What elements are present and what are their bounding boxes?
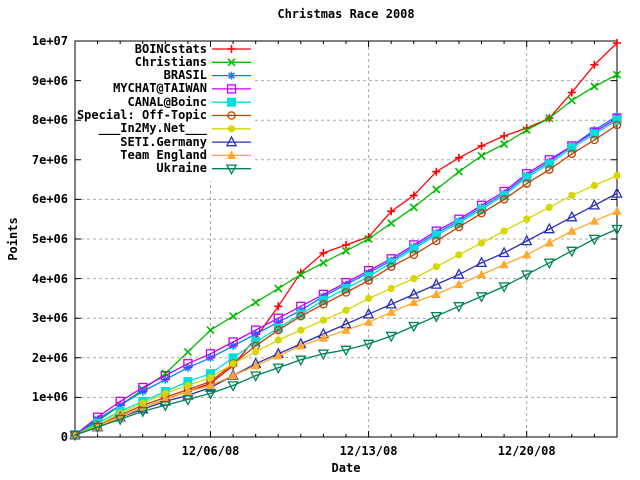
plot-canvas — [69, 39, 623, 442]
gnuplot-chart-window: Christmas Race 2008 Date Points 0 1e+06 2e… — [6, 7, 623, 475]
